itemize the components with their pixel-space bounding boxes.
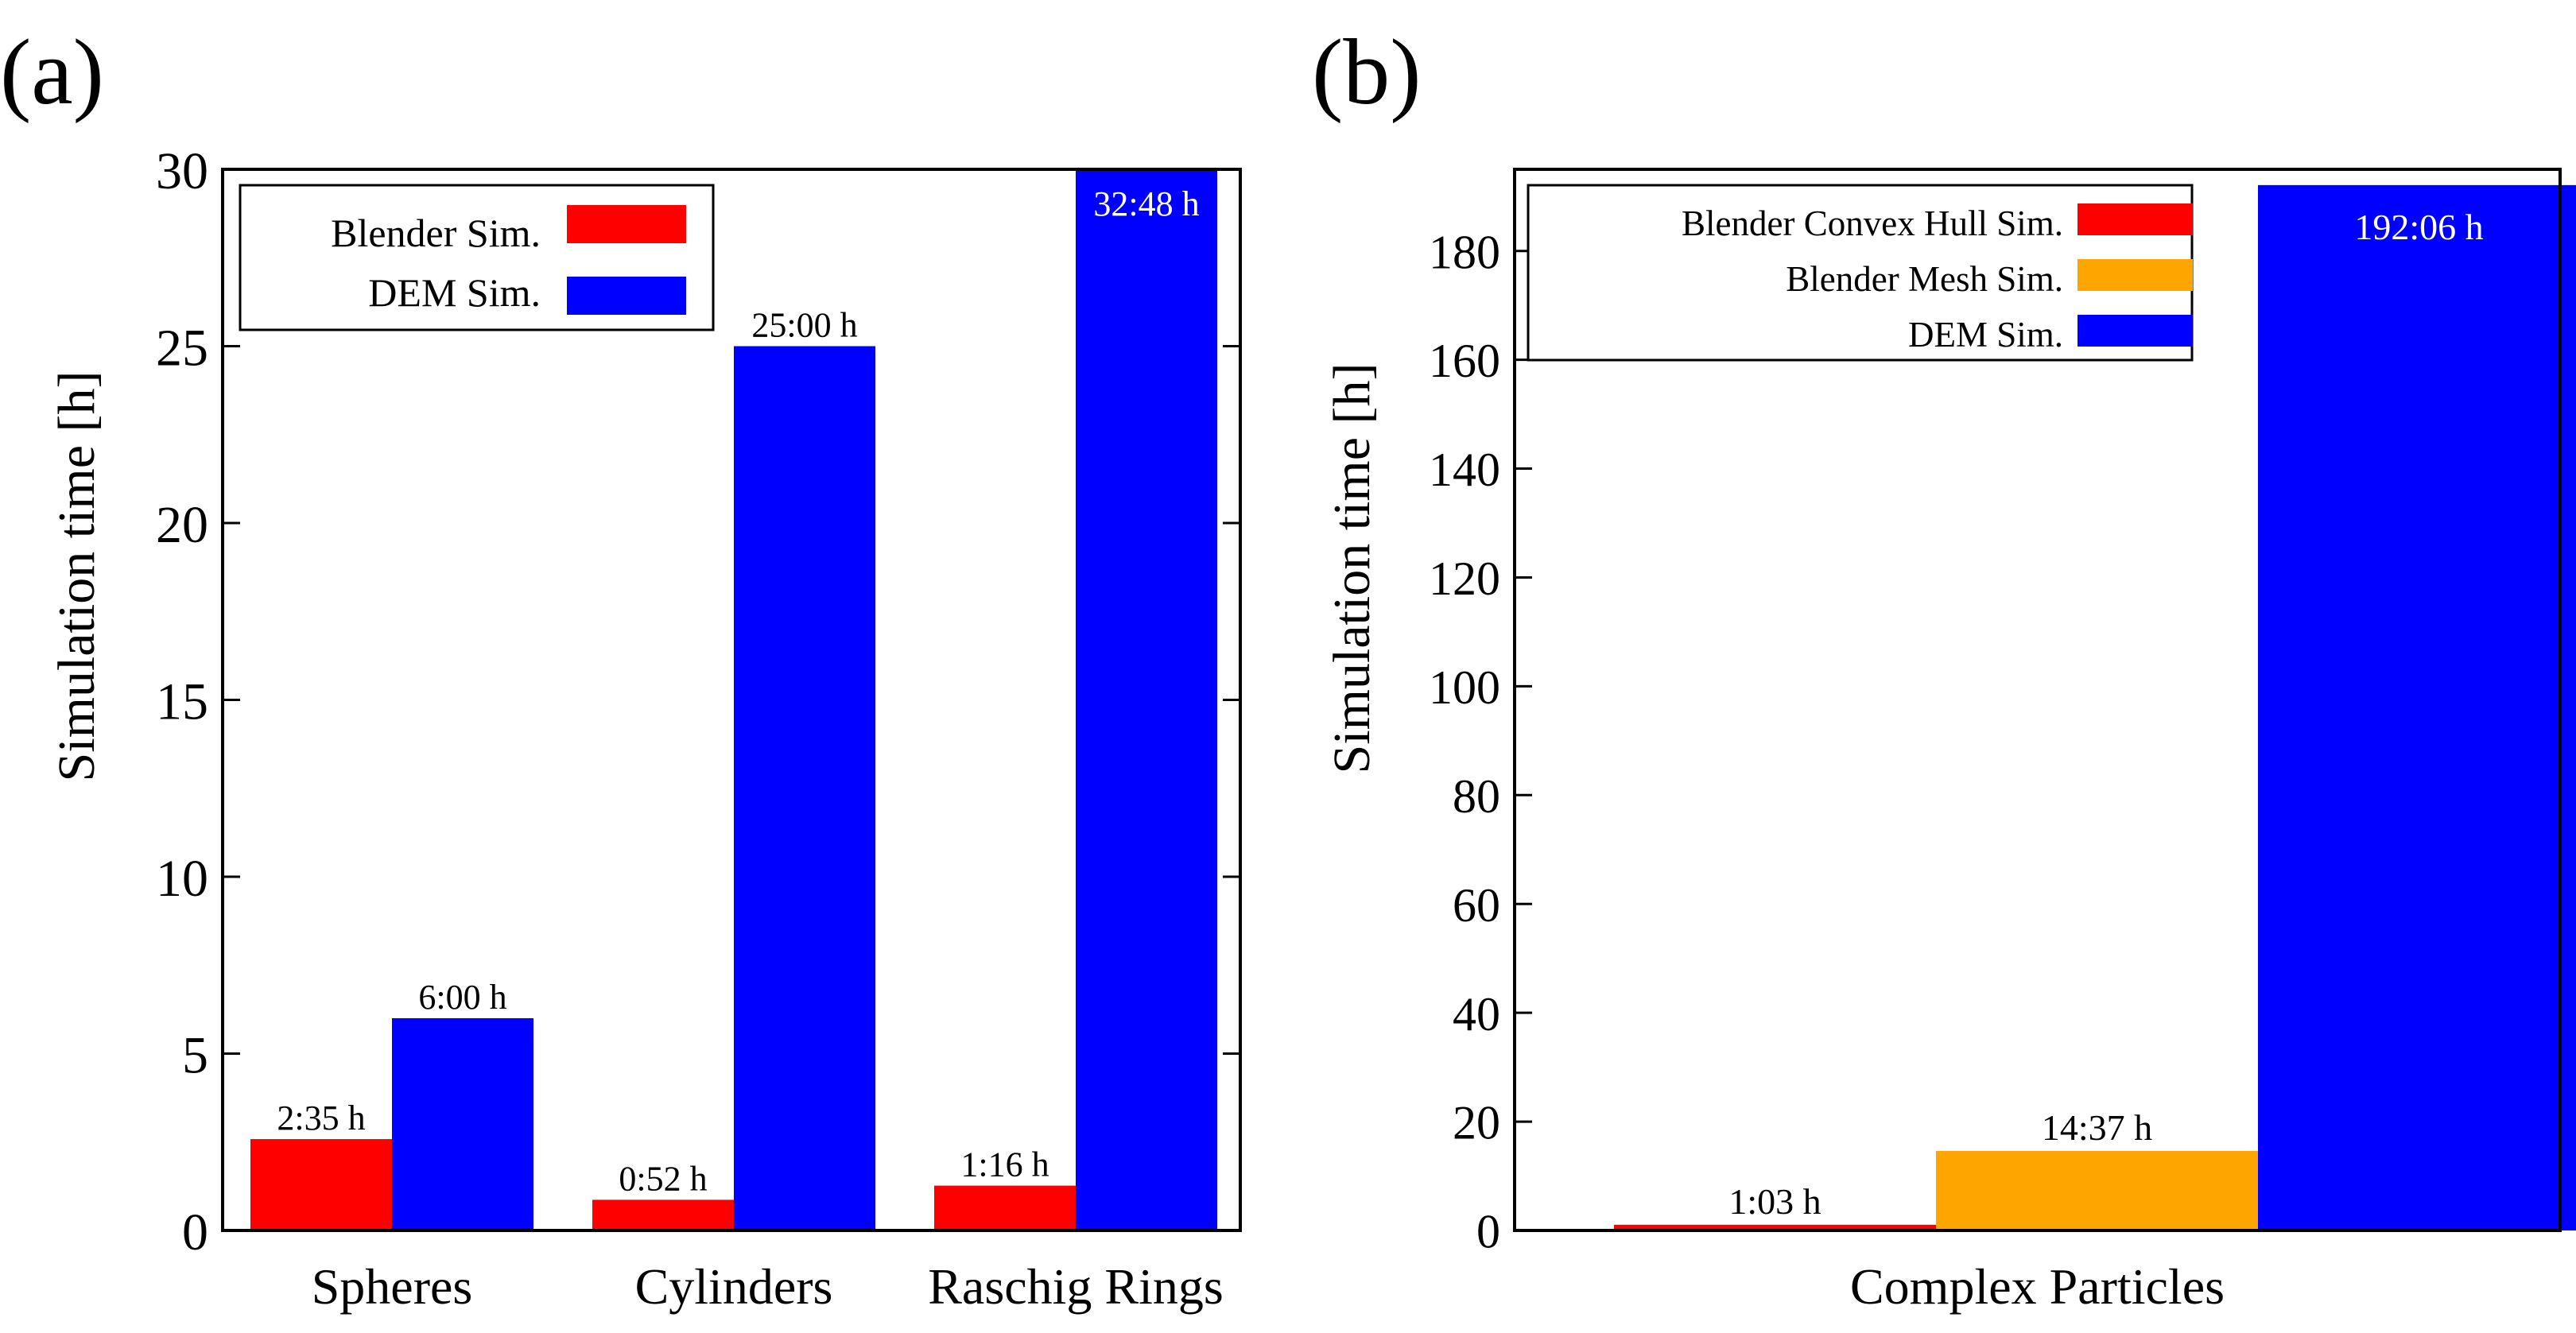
panel-a-legend: Blender Sim. DEM Sim.	[239, 184, 715, 331]
bar-dem-cylinders	[734, 346, 875, 1230]
category-label: Spheres	[312, 1258, 473, 1315]
panel-b-legend-label-dem: DEM Sim.	[1908, 315, 2063, 355]
y-tick-label: 25	[156, 319, 208, 377]
panel-a-y-ticks: 0 5 10 15 20 25 30	[156, 142, 1240, 1261]
bar-data-label: 1:16 h	[960, 1145, 1049, 1184]
y-tick-label: 80	[1453, 770, 1500, 823]
panel-a-label: (a)	[0, 20, 104, 124]
panel-a: (a) Simulation time [h] 0 5 10 15 20 25 30 2:3…	[0, 20, 1242, 1315]
y-tick-label: 0	[182, 1203, 208, 1261]
bar-data-label: 25:00 h	[751, 306, 857, 345]
panel-b-legend-swatch-dem	[2077, 315, 2193, 347]
bar-data-label: 1:03 h	[1728, 1181, 1821, 1222]
category-label: Complex Particles	[1850, 1258, 2225, 1315]
panel-b-bar-labels: 1:03 h 14:37 h 192:06 h	[1728, 207, 2483, 1222]
bar-dem-raschig-rings	[1076, 169, 1217, 1230]
y-tick-label: 100	[1429, 661, 1500, 714]
y-tick-label: 40	[1453, 988, 1500, 1040]
y-tick-label: 10	[156, 850, 208, 908]
panel-a-legend-swatch-blender	[567, 205, 686, 243]
category-label: Cylinders	[635, 1258, 833, 1315]
panel-b-legend-label-convex: Blender Convex Hull Sim.	[1682, 203, 2063, 243]
panel-a-ylabel: Simulation time [h]	[48, 371, 106, 782]
panel-b-label: (b)	[1312, 20, 1422, 124]
panel-a-legend-label-dem: DEM Sim.	[368, 270, 541, 315]
bar-dem-complex-particles	[2258, 184, 2576, 1230]
y-tick-label: 180	[1429, 226, 1500, 278]
panel-b: (b) Simulation time [h] 0 20 40 60 80 100 120 1…	[1312, 20, 2576, 1315]
y-tick-label: 120	[1429, 552, 1500, 605]
panel-b-legend: Blender Convex Hull Sim. Blender Mesh Si…	[1527, 184, 2194, 362]
panel-b-legend-swatch-convex	[2077, 203, 2193, 235]
y-tick-label: 30	[156, 142, 208, 200]
y-tick-label: 20	[1453, 1097, 1500, 1149]
panel-b-plot-frame	[1513, 168, 2562, 1232]
y-tick-label: 5	[182, 1026, 208, 1084]
panel-a-bars	[250, 169, 1217, 1230]
panel-a-legend-label-blender: Blender Sim.	[331, 211, 541, 255]
bar-data-label: 0:52 h	[619, 1159, 707, 1198]
panel-a-bar-labels: 2:35 h 6:00 h 0:52 h 25:00 h 1:16 h 32:48 h	[277, 184, 1199, 1198]
bar-blender-spheres	[250, 1139, 392, 1230]
category-label: Raschig Rings	[928, 1258, 1224, 1315]
panel-b-legend-swatch-mesh	[2077, 259, 2193, 291]
panel-a-category-labels: Spheres Cylinders Raschig Rings	[312, 1258, 1224, 1315]
bar-blender-cylinders	[592, 1199, 734, 1230]
panel-b-bars	[1614, 184, 2576, 1230]
y-tick-label: 60	[1453, 879, 1500, 932]
panel-a-legend-swatch-dem	[567, 277, 686, 315]
panel-b-legend-label-mesh: Blender Mesh Sim.	[1786, 259, 2063, 299]
bar-data-label: 32:48 h	[1093, 184, 1199, 223]
panel-b-category-labels: Complex Particles	[1850, 1258, 2225, 1315]
bar-data-label: 14:37 h	[2042, 1107, 2152, 1148]
y-tick-label: 20	[156, 496, 208, 554]
y-tick-label: 0	[1476, 1206, 1500, 1258]
panel-b-ylabel: Simulation time [h]	[1323, 363, 1381, 774]
panel-a-plot-frame	[221, 168, 1242, 1232]
bar-data-label: 192:06 h	[2354, 207, 2483, 247]
y-tick-label: 160	[1429, 335, 1500, 387]
bar-data-label: 6:00 h	[418, 978, 506, 1017]
bar-data-label: 2:35 h	[277, 1099, 365, 1137]
y-tick-label: 140	[1429, 444, 1500, 496]
bar-mesh-complex-particles	[1936, 1150, 2258, 1230]
bar-dem-spheres	[392, 1018, 533, 1230]
y-tick-label: 15	[156, 672, 208, 730]
bar-convex-hull-complex-particles	[1614, 1224, 1936, 1230]
bar-blender-raschig-rings	[934, 1185, 1076, 1230]
